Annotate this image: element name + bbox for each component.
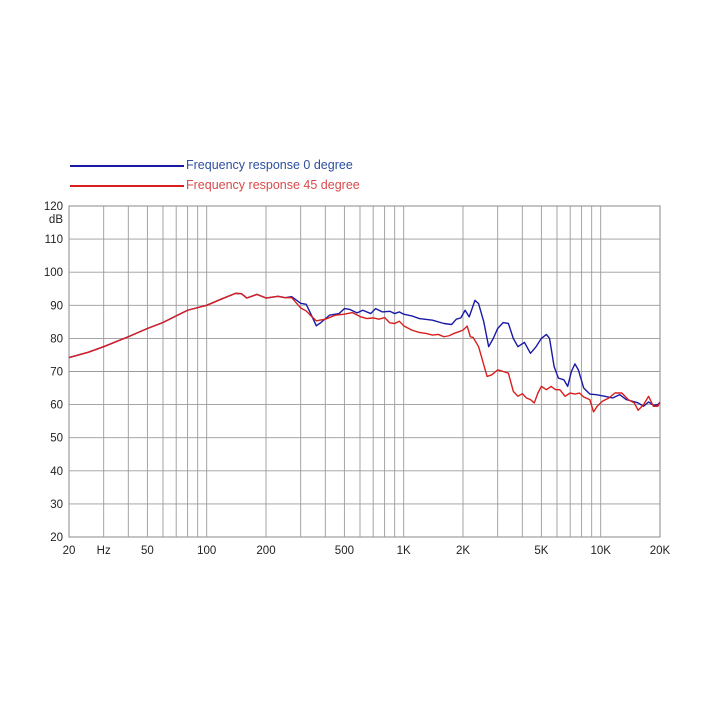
x-tick-label: 50 [141,545,154,557]
y-tick-label: 50 [50,433,63,445]
x-tick-label: 20 [63,545,76,557]
x-tick-label: 20K [650,545,671,557]
x-tick-label: 200 [256,545,275,557]
y-tick-label: 70 [50,367,63,379]
y-tick-label: 60 [50,400,63,412]
x-tick-label: 1K [397,545,411,557]
legend-swatch-1 [70,184,184,187]
y-tick-label: 30 [50,499,63,511]
legend-label-1: Frequency response 45 degree [186,178,360,192]
legend-item-1: Frequency response 45 degree [70,178,360,192]
x-tick-label: 100 [197,545,216,557]
legend-swatch-0 [70,164,184,167]
legend-label-0: Frequency response 0 degree [186,158,353,172]
x-tick-label: 10K [590,545,611,557]
x-tick-label: 500 [335,545,354,557]
y-tick-label: 80 [50,333,63,345]
y-tick-label: 100 [44,267,63,279]
y-axis-unit: dB [49,214,63,226]
legend-item-0: Frequency response 0 degree [70,158,353,172]
y-tick-label: 110 [45,234,63,246]
y-tick-label: 120 [44,201,63,213]
series-line-1 [68,292,661,413]
x-tick-label: 5K [534,545,548,557]
y-tick-label: 40 [50,466,63,478]
x-tick-label: Hz [97,545,111,557]
y-tick-label: 20 [50,532,63,544]
y-tick-label: 90 [50,300,63,312]
x-tick-label: 2K [456,545,470,557]
